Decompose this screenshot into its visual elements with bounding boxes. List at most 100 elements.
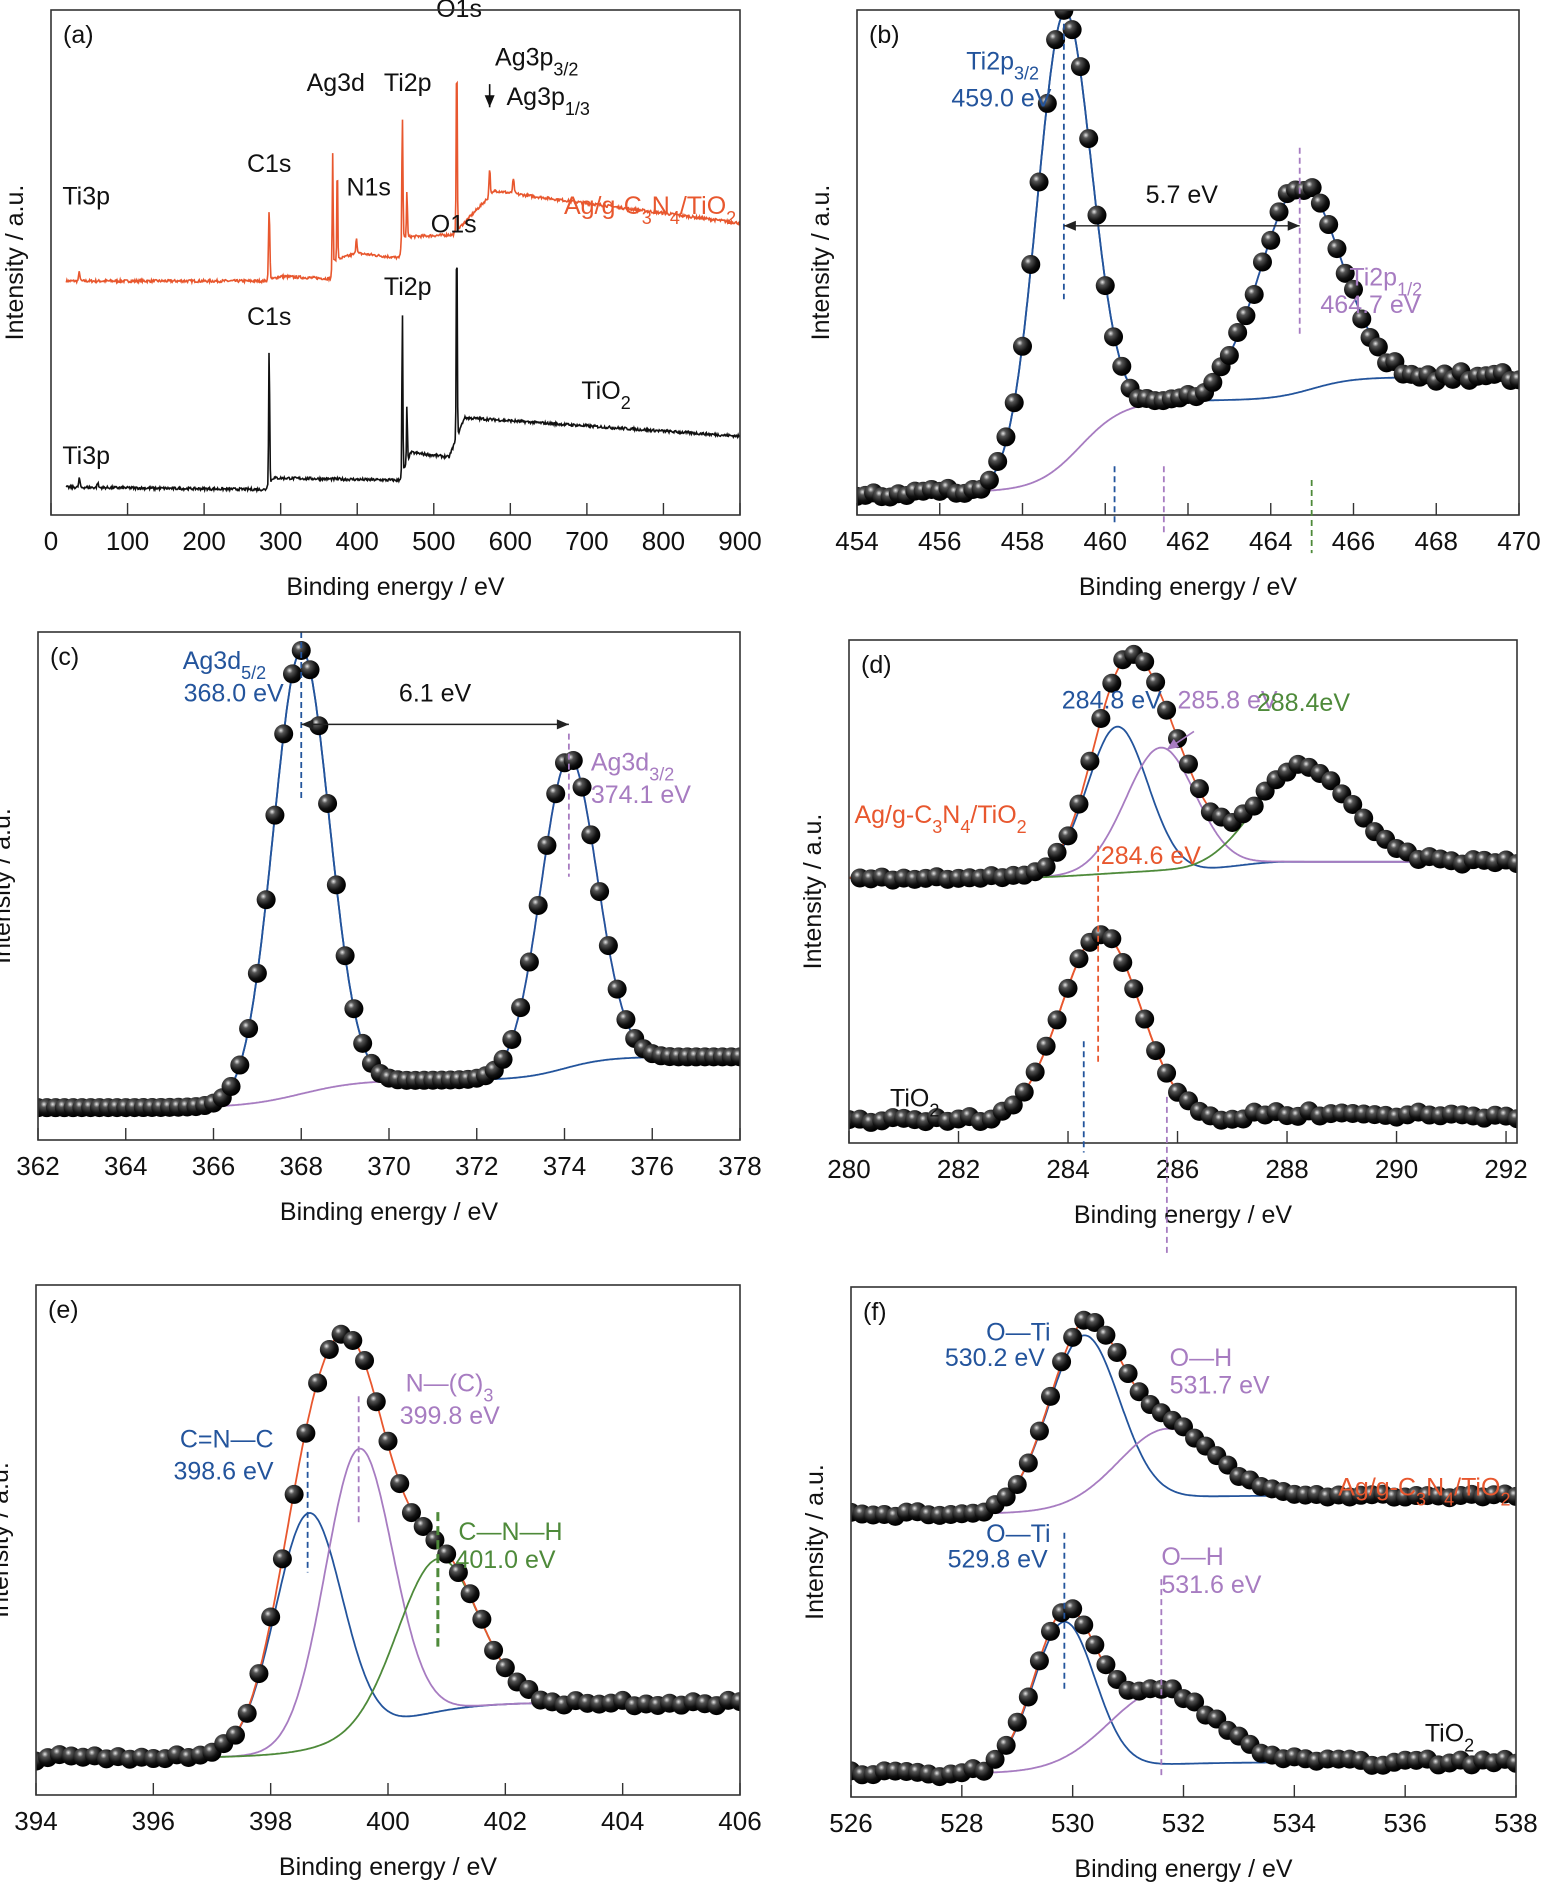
peak-annotation: Ti3p — [62, 183, 110, 211]
annotation-part: TiO — [890, 1084, 929, 1112]
x-tick-label: 800 — [642, 526, 685, 556]
data-point — [1352, 309, 1372, 329]
data-point — [1203, 372, 1223, 392]
data-point — [979, 470, 999, 490]
arrow-head — [1287, 220, 1300, 231]
peak-annotation: TiO2 — [890, 1084, 939, 1120]
annotation-part: Ti3p — [62, 183, 110, 211]
data-point — [1029, 1651, 1049, 1671]
annotation-part: Ag3d — [591, 749, 649, 777]
x-tick-label: 528 — [940, 1808, 983, 1838]
annotation-part: 4 — [960, 817, 970, 837]
x-tick-label: 900 — [718, 526, 761, 556]
data-point — [1146, 1041, 1166, 1061]
peak-annotation: N—(C)3 — [406, 1370, 494, 1406]
y-axis-label: Intensity / a.u. — [0, 1462, 14, 1618]
peak-annotation: 531.6 eV — [1161, 1571, 1261, 1599]
data-point — [1004, 393, 1024, 413]
x-tick-label: 538 — [1494, 1808, 1537, 1838]
data-point — [495, 1658, 515, 1678]
annotation-part: Ag3d — [307, 69, 365, 97]
data-point — [1219, 345, 1239, 365]
x-tick-label: 454 — [835, 526, 878, 556]
x-tick-label: 406 — [718, 1806, 761, 1836]
annotation-part: C—N—H — [458, 1518, 562, 1546]
x-tick-label: 366 — [192, 1151, 235, 1181]
peak-annotation: N1s — [346, 173, 390, 201]
data-point — [1052, 1352, 1072, 1372]
peak-annotation: TiO2 — [1425, 1719, 1474, 1755]
peak-annotation: 374.1 eV — [591, 781, 691, 809]
data-point — [1025, 1062, 1045, 1082]
data-point — [1146, 672, 1166, 692]
annotation-part: Ag3p — [507, 83, 565, 111]
data-point — [460, 1584, 480, 1604]
peak-annotation: 285.8 eV — [1178, 687, 1278, 715]
arrow-head — [1063, 220, 1076, 231]
x-axis-label: Binding energy / eV — [286, 573, 505, 601]
data-point — [1085, 1312, 1105, 1332]
data-point — [448, 1563, 468, 1583]
annotation-part: Ti2p — [384, 69, 432, 97]
panel-a: Ti3pC1sAg3dN1sTi2pO1sAg3p3/2Ag3p1/3Ag/g-… — [1, 0, 762, 601]
data-point — [537, 835, 557, 855]
data-point — [274, 724, 294, 744]
survey-spectrum-line — [65, 267, 740, 494]
data-point — [300, 660, 320, 680]
data-point — [249, 1664, 269, 1684]
annotation-part: 4 — [1444, 1490, 1454, 1510]
data-point — [1096, 1325, 1116, 1345]
x-tick-label: 700 — [565, 526, 608, 556]
data-point — [261, 1607, 281, 1627]
data-point — [598, 936, 618, 956]
data-point — [1062, 20, 1082, 40]
data-point — [1091, 709, 1111, 729]
annotation-part: 2 — [726, 208, 736, 228]
peak-annotation: 530.2 eV — [945, 1344, 1045, 1372]
data-point — [1014, 1082, 1034, 1102]
annotation-part: 3/2 — [553, 60, 578, 80]
x-tick-label: 396 — [132, 1806, 175, 1836]
data-point — [221, 1076, 241, 1096]
plot-area — [65, 80, 740, 494]
data-point — [519, 952, 539, 972]
data-point — [546, 784, 566, 804]
x-tick-label: 468 — [1415, 526, 1458, 556]
x-axis-label: Binding energy / eV — [1074, 1201, 1293, 1229]
data-point — [1135, 652, 1155, 672]
data-point — [1074, 1615, 1094, 1635]
data-point — [607, 979, 627, 999]
x-tick-label: 536 — [1383, 1808, 1426, 1838]
plot-frame — [848, 639, 1518, 1144]
annotation-part: O1s — [436, 0, 482, 23]
annotation-part: N — [652, 192, 670, 220]
fit-component-ag3d3-2 — [38, 756, 740, 1109]
annotation-part: 459.0 eV — [951, 84, 1051, 112]
x-tick-label: 376 — [631, 1151, 674, 1181]
x-tick-label: 600 — [489, 526, 532, 556]
data-point — [343, 1331, 363, 1351]
data-point — [225, 1725, 245, 1745]
arrow-head — [301, 719, 314, 730]
data-point — [996, 427, 1016, 447]
data-point — [1041, 1386, 1060, 1406]
data-point — [282, 664, 302, 684]
annotation-part: 374.1 eV — [591, 781, 691, 809]
annotation-part: N — [942, 801, 960, 829]
data-point — [1185, 1692, 1205, 1712]
data-point — [1157, 1063, 1177, 1083]
annotation-part: Ti2p — [384, 273, 432, 301]
plot-area — [849, 644, 1517, 1132]
peak-annotation: Ti2p3/2 — [966, 48, 1039, 84]
panel-label: (e) — [48, 1296, 79, 1324]
spacing-label: 5.7 eV — [1146, 181, 1219, 209]
peak-annotation: 284.8 eV — [1062, 687, 1162, 715]
data-point — [1507, 1109, 1517, 1129]
data-point — [1343, 794, 1363, 814]
x-tick-label: 404 — [601, 1806, 644, 1836]
annotation-part: 529.8 eV — [948, 1546, 1048, 1574]
data-point — [974, 1761, 994, 1781]
plot-frame — [37, 631, 741, 1141]
data-point — [272, 1549, 292, 1569]
